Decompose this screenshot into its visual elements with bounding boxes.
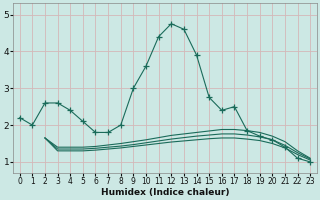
X-axis label: Humidex (Indice chaleur): Humidex (Indice chaleur) [101, 188, 229, 197]
